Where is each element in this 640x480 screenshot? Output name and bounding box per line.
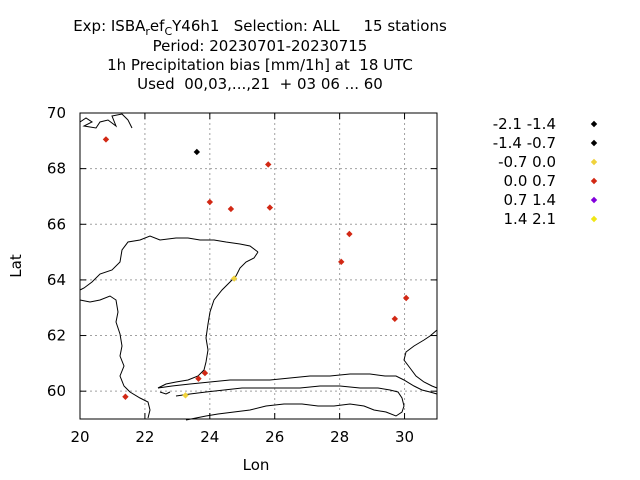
y-tick-label: 66 [47, 215, 66, 233]
legend-label: -0.7 0.0 [498, 153, 556, 171]
station-point [102, 136, 110, 143]
y-tick-label: 64 [47, 271, 66, 289]
station-point [265, 161, 272, 168]
x-tick-label: 30 [395, 428, 414, 446]
y-axis-label: Lat [7, 254, 25, 278]
y-tick-label: 62 [47, 327, 66, 345]
station-point [182, 392, 189, 399]
chart-title-line-4: Used 00,03,...,21 + 03 06 ... 60 [137, 75, 383, 93]
y-tick-label: 70 [47, 104, 66, 122]
legend-marker [590, 215, 598, 223]
chart-title-line-3: 1h Precipitation bias [mm/1h] at 18 UTC [107, 56, 413, 74]
station-point [338, 258, 345, 266]
x-tick-label: 28 [330, 428, 349, 446]
x-tick-label: 22 [135, 428, 154, 446]
station-point [201, 369, 209, 377]
station-point [122, 393, 129, 400]
x-axis-label: Lon [243, 456, 270, 474]
y-tick-label: 60 [47, 382, 66, 400]
station-point [346, 230, 353, 238]
station-point [230, 275, 238, 282]
legend-marker [590, 120, 598, 128]
station-point [402, 294, 410, 302]
legend-marker [590, 196, 598, 204]
legend-label: 1.4 2.1 [504, 210, 556, 228]
legend: -2.1 -1.4-1.4 -0.7-0.7 0.00.0 0.70.7 1.4… [493, 115, 598, 228]
x-tick-label: 24 [200, 428, 219, 446]
legend-marker [590, 158, 598, 166]
chart-title-line-2: Period: 20230701-20230715 [152, 37, 368, 55]
legend-label: 0.0 0.7 [504, 172, 556, 190]
legend-label: -2.1 -1.4 [493, 115, 556, 133]
legend-marker [590, 139, 598, 147]
y-tick-label: 68 [47, 160, 66, 178]
legend-label: 0.7 1.4 [504, 191, 556, 209]
station-point [193, 148, 201, 156]
x-tick-label: 20 [70, 428, 89, 446]
x-tick-label: 26 [265, 428, 284, 446]
plot-area-frame [79, 112, 438, 420]
legend-marker [590, 177, 598, 185]
legend-label: -1.4 -0.7 [493, 134, 556, 152]
axis-ticks: 20 22 24 26 28 30 60 62 64 66 68 70 [47, 104, 437, 446]
chart-title-line-1: Exp: ISBArefCY46h1 Selection: ALL 15 sta… [73, 17, 447, 38]
station-point [195, 375, 202, 382]
station-point [206, 198, 214, 206]
station-point [227, 205, 235, 213]
station-point [266, 204, 274, 211]
coastline-map [79, 113, 438, 421]
grid-layer [80, 113, 437, 419]
data-points [102, 136, 410, 400]
station-point [391, 315, 399, 323]
